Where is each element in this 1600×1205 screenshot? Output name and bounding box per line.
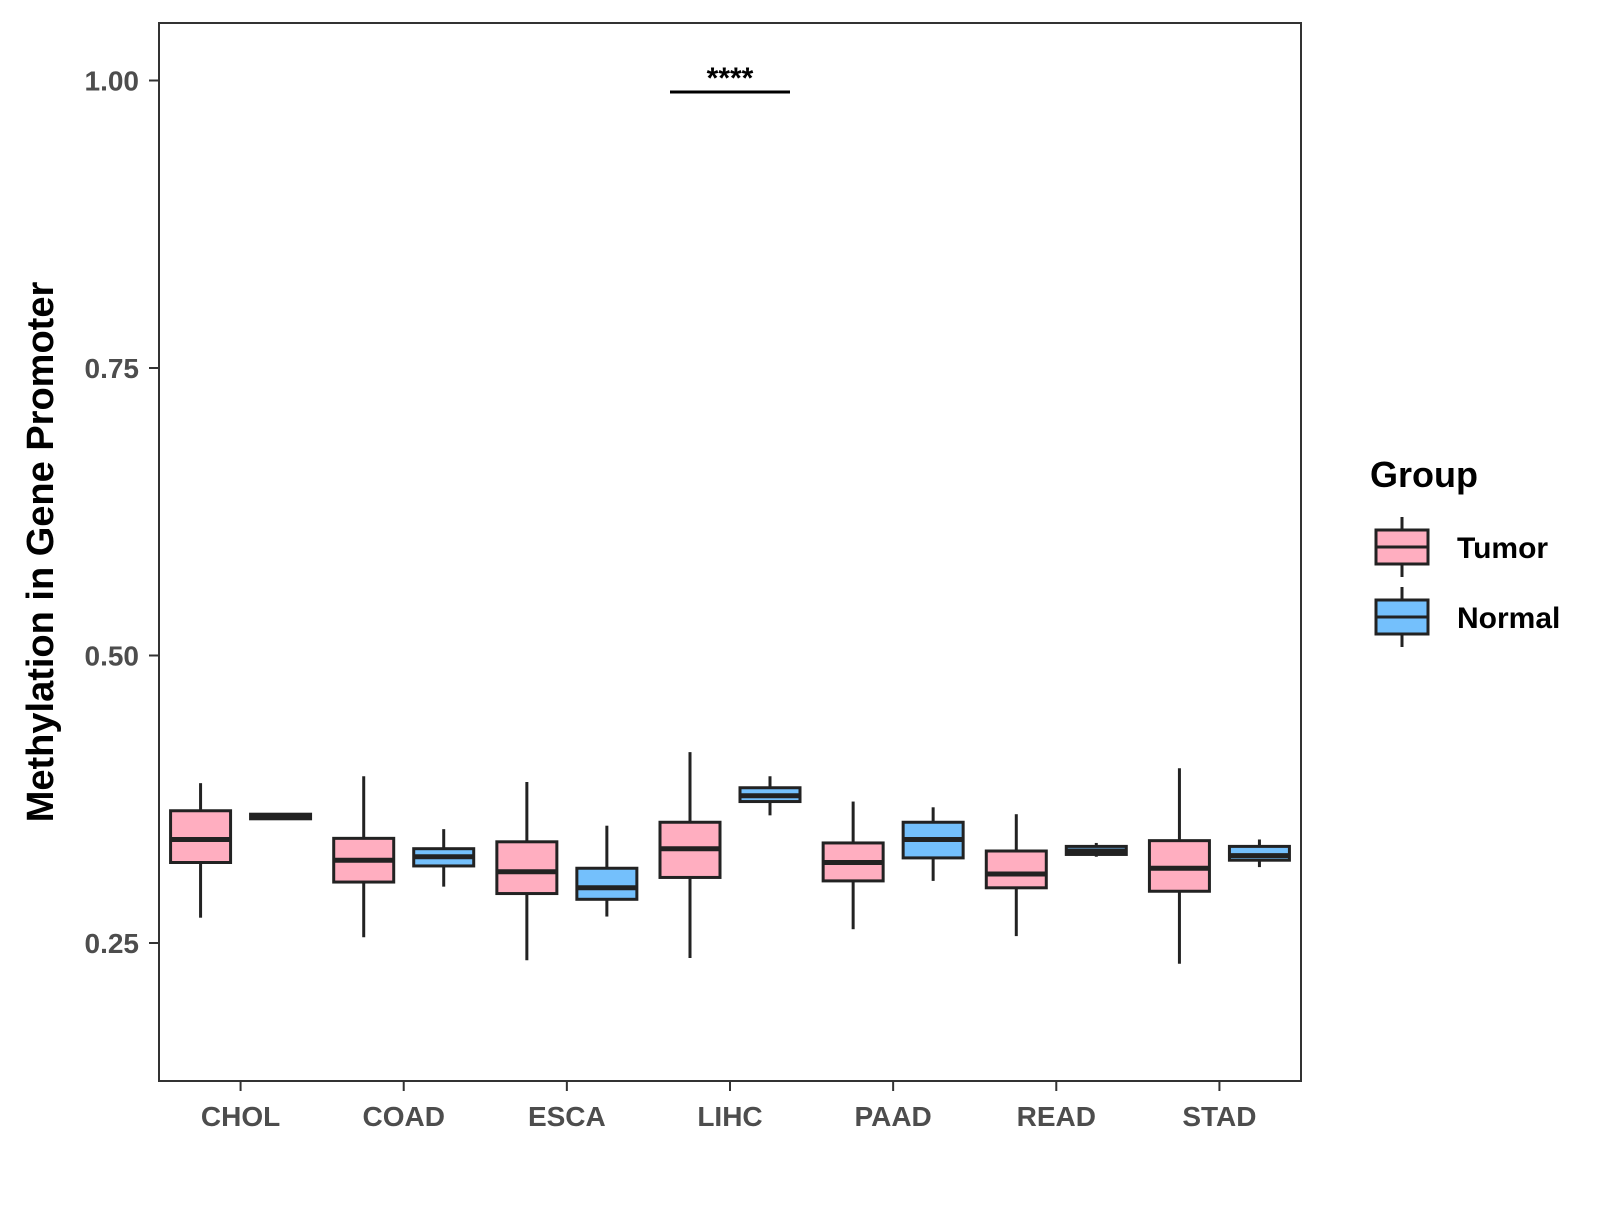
box-tumor-chol [169,783,233,918]
x-axis: CHOL COAD ESCA LIHC PAAD READ STAD [201,1081,1257,1132]
y-tick-label: 0.25 [85,928,140,959]
y-tick-label: 0.75 [85,353,140,384]
x-tick-label-chol: CHOL [201,1101,280,1132]
box-normal-esca [575,825,639,917]
x-tick-label-read: READ [1017,1101,1096,1132]
box-tumor-stad [1147,768,1211,964]
x-tick-label-lihc: LIHC [697,1101,762,1132]
x-tick-label-paad: PAAD [855,1101,932,1132]
x-tick-label-coad: COAD [362,1101,444,1132]
box-body [169,809,233,864]
box-normal-paad [901,807,965,881]
legend-item-tumor: Tumor [1374,517,1548,577]
box-normal-chol [249,812,313,821]
y-tick-label: 1.00 [85,66,140,97]
annotation-layer: **** [670,62,790,95]
box-tumor-coad [332,776,396,938]
legend: Group Tumor Normal [1370,454,1560,647]
y-tick-label: 0.50 [85,641,140,672]
box-tumor-paad [821,801,885,930]
box-normal-lihc [738,776,802,816]
legend-label-normal: Normal [1457,602,1560,635]
box-tumor-lihc [658,752,722,958]
significance-label: **** [707,62,754,95]
box-body [984,849,1048,890]
box-body [495,840,559,896]
box-tumor-esca [495,782,559,961]
legend-item-normal: Normal [1374,587,1560,647]
y-axis-title: Methylation in Gene Promoter [20,282,62,823]
box-body [575,866,639,901]
x-tick-label-esca: ESCA [528,1101,606,1132]
y-axis: 0.25 0.50 0.75 1.00 [85,66,159,959]
box-normal-read [1064,842,1128,857]
box-tumor-read [984,814,1048,937]
box-normal-stad [1227,839,1291,868]
plot-panel [158,22,1302,1082]
box-normal-coad [412,829,476,887]
legend-label-tumor: Tumor [1457,532,1548,565]
legend-title: Group [1370,454,1478,495]
x-tick-label-stad: STAD [1182,1101,1256,1132]
box-layer [169,752,1291,964]
